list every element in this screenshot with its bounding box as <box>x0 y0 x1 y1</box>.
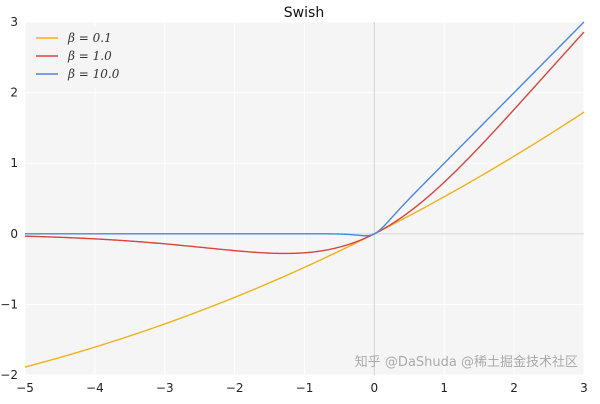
x-tick-label: 0 <box>371 381 379 395</box>
legend-box <box>30 26 112 88</box>
y-tick-label: −2 <box>0 368 18 382</box>
x-tick-label: 1 <box>440 381 448 395</box>
y-tick-label: 1 <box>10 156 18 170</box>
watermark: 知乎 @DaShuda @稀土掘金技术社区 <box>355 354 578 370</box>
chart-title: Swish <box>284 5 324 21</box>
legend-label: β = 0.1 <box>67 31 112 45</box>
y-tick-label: −1 <box>0 297 18 311</box>
y-tick-label: 0 <box>10 227 18 241</box>
grid <box>24 21 585 376</box>
x-tick-label: −5 <box>16 381 34 395</box>
x-tick-label: 2 <box>510 381 518 395</box>
y-tick-label: 3 <box>10 15 18 29</box>
series-lines <box>24 21 585 368</box>
x-tick-label: −2 <box>226 381 244 395</box>
x-tick-label: −3 <box>156 381 174 395</box>
x-tick-label: 3 <box>580 381 588 395</box>
tick-labels: −5 −4 −3 −2 −1 0 1 2 3 −2 −1 0 1 2 3 <box>0 15 588 395</box>
x-tick-label: −4 <box>86 381 104 395</box>
x-tick-label: −1 <box>296 381 314 395</box>
legend-label: β = 1.0 <box>67 49 112 63</box>
series-line <box>25 21 585 237</box>
series-line <box>24 111 585 368</box>
y-tick-label: 2 <box>10 86 18 100</box>
legend-label: β = 10.0 <box>67 67 120 81</box>
legend: β = 0.1 β = 1.0 β = 10.0 <box>30 26 120 88</box>
series-line <box>24 31 585 255</box>
